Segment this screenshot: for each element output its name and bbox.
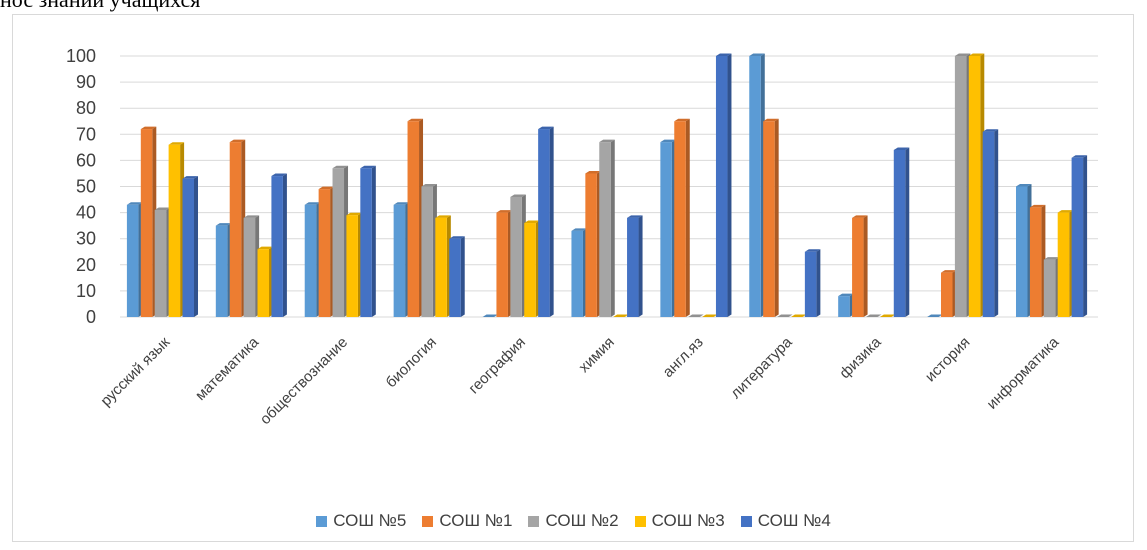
bar-7-0	[749, 53, 765, 317]
bar-2-4	[360, 165, 376, 317]
bars	[126, 53, 1088, 317]
bar-2-1	[318, 186, 335, 317]
legend-item-3: СОШ №3	[634, 511, 725, 531]
bar-6-0	[660, 139, 676, 317]
top-caption: нос знаний учащихся	[0, 0, 200, 13]
legend-swatch	[422, 515, 434, 527]
bar-5-4	[627, 215, 643, 317]
x-category-label: литература	[727, 333, 796, 402]
y-tick-label: 70	[76, 124, 96, 144]
legend-label: СОШ №1	[439, 511, 513, 530]
bar-0-1	[140, 126, 157, 317]
bar-3-4	[449, 236, 465, 317]
bar-3-1	[407, 118, 424, 317]
y-tick-label: 0	[86, 307, 96, 327]
x-category-label: биология	[383, 334, 440, 391]
bar-0-3	[168, 142, 185, 317]
legend-swatch	[634, 515, 646, 527]
x-category-label: химия	[576, 334, 618, 376]
y-tick-label: 50	[76, 177, 96, 197]
bar-6-2	[688, 314, 704, 317]
x-category-label: русский язык	[97, 334, 173, 410]
bar-9-3	[968, 53, 985, 317]
bar-2-0	[304, 202, 321, 317]
bar-2-3	[346, 212, 362, 317]
bar-0-2	[154, 207, 171, 317]
x-category-label: математика	[192, 333, 263, 404]
bar-5-3	[613, 314, 629, 317]
x-category-label: география	[465, 334, 529, 398]
bar-7-3	[790, 314, 807, 317]
bar-1-4	[271, 173, 287, 317]
bar-0-0	[126, 202, 143, 317]
bar-4-0	[482, 314, 499, 317]
legend-label: СОШ №3	[651, 511, 725, 530]
bar-7-2	[777, 314, 793, 317]
x-category-label: англ.яз	[660, 334, 707, 381]
legend-item-0: СОШ №5	[316, 511, 406, 531]
legend-label: СОШ №5	[333, 511, 407, 530]
bar-10-2	[1043, 257, 1060, 317]
y-tick-label: 100	[66, 46, 96, 66]
bar-1-1	[229, 139, 246, 317]
bar-3-0	[393, 202, 410, 317]
bar-1-0	[215, 223, 232, 317]
bar-10-4	[1071, 155, 1088, 317]
x-category-label: обществознание	[257, 334, 351, 428]
bar-4-3	[524, 220, 540, 317]
legend-swatch	[740, 515, 752, 527]
bar-4-2	[510, 194, 526, 317]
bar-8-2	[865, 314, 882, 317]
y-tick-label: 10	[76, 281, 96, 301]
legend-item-1: СОШ №1	[422, 511, 512, 531]
bar-9-1	[940, 270, 957, 317]
legend-item-2: СОШ №2	[528, 511, 619, 531]
bar-chart: 0 10 20 30 40 50 60 70 80 90 100 русский язык матем…	[66, 46, 1098, 428]
bar-0-4	[182, 176, 199, 317]
legend: СОШ №5 СОШ №1 СОШ №2 СОШ №3 СОШ №4	[0, 511, 1147, 531]
y-tick-label: 30	[76, 229, 96, 249]
bar-3-2	[421, 184, 437, 317]
y-tick-label: 60	[76, 150, 96, 170]
legend-swatch	[316, 515, 328, 527]
bar-7-1	[763, 118, 779, 317]
bar-8-0	[838, 293, 854, 317]
bar-7-4	[804, 249, 821, 317]
bar-2-2	[332, 165, 349, 317]
bar-4-4	[538, 126, 554, 317]
bar-4-1	[496, 210, 512, 317]
y-axis-tick-labels: 0 10 20 30 40 50 60 70 80 90 100	[66, 46, 96, 327]
bar-8-4	[893, 147, 910, 317]
bar-10-3	[1057, 210, 1074, 317]
legend-label: СОШ №4	[757, 511, 831, 530]
bar-8-3	[879, 314, 896, 317]
x-category-label: информатика	[984, 333, 1063, 412]
legend-item-4: СОШ №4	[740, 511, 831, 531]
y-tick-label: 80	[76, 98, 96, 118]
y-tick-label: 20	[76, 255, 96, 275]
x-category-label: история	[922, 334, 973, 385]
bar-9-4	[982, 129, 999, 317]
bar-5-2	[599, 139, 615, 317]
bar-9-0	[927, 314, 943, 317]
bar-3-3	[435, 215, 451, 317]
bar-1-3	[257, 246, 274, 317]
bar-9-2	[954, 53, 971, 317]
y-tick-label: 40	[76, 203, 96, 223]
bar-10-0	[1015, 184, 1032, 317]
bar-8-1	[852, 215, 868, 317]
bar-6-4	[715, 53, 732, 317]
legend-label: СОШ №2	[545, 511, 619, 530]
bar-5-0	[571, 228, 587, 317]
x-category-label: физика	[836, 333, 885, 382]
y-tick-label: 90	[76, 72, 96, 92]
bar-10-1	[1029, 204, 1046, 317]
bar-1-2	[243, 215, 260, 317]
bar-6-3	[702, 314, 718, 317]
bar-5-1	[585, 170, 601, 317]
bar-6-1	[674, 118, 690, 317]
legend-swatch	[528, 515, 540, 527]
